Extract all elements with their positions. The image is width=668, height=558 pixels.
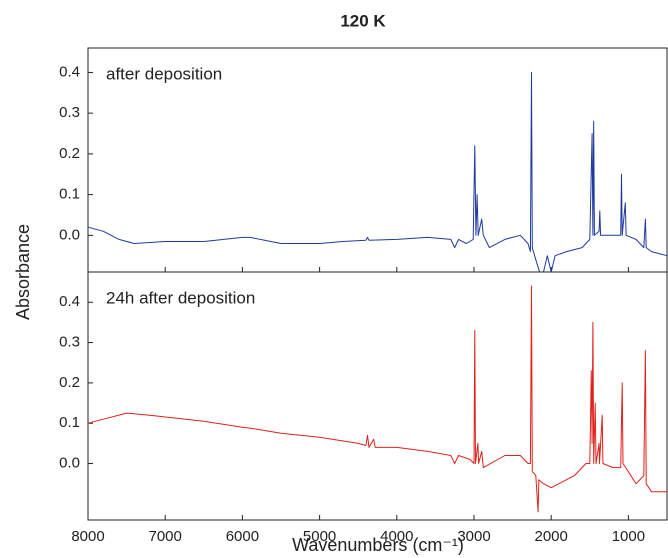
y-tick-label: 0.2: [59, 145, 80, 162]
y-tick-label: 0.3: [59, 334, 80, 351]
x-tick-label: 2000: [535, 528, 568, 545]
spectrum-line: [87, 71, 668, 273]
panel-annotation: 24h after deposition: [106, 288, 255, 307]
x-axis-label: Wavenumbers (cm⁻¹): [292, 535, 464, 555]
plot-frame: [87, 271, 668, 521]
x-tick-label: 8000: [71, 528, 104, 545]
x-tick-label: 6000: [226, 528, 259, 545]
y-tick-label: 0.2: [59, 374, 80, 391]
y-tick-label: 0.0: [59, 226, 80, 243]
y-tick-label: 0.0: [59, 455, 80, 472]
x-tick-label: 7000: [149, 528, 182, 545]
x-tick-label: 3000: [457, 528, 490, 545]
figure-title: 120 K: [340, 11, 386, 30]
y-tick-label: 0.4: [59, 293, 80, 310]
y-tick-label: 0.1: [59, 414, 80, 431]
x-tick-label: 5000: [303, 528, 336, 545]
x-tick-label: 4000: [380, 528, 413, 545]
panel-annotation: after deposition: [106, 64, 222, 83]
y-tick-label: 0.1: [59, 186, 80, 203]
spectrum-line: [87, 285, 667, 513]
y-tick-label: 0.4: [59, 63, 80, 80]
y-axis-label: Absorbance: [13, 224, 33, 320]
y-tick-label: 0.3: [59, 104, 80, 121]
x-tick-label: 1000: [612, 528, 645, 545]
